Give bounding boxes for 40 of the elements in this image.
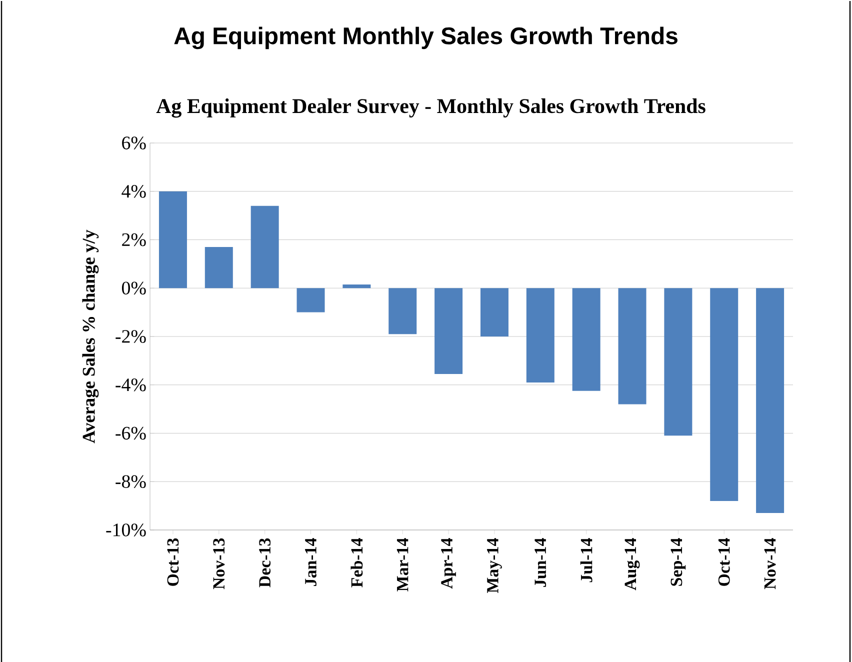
bar — [664, 288, 692, 436]
x-tick-label: Feb-14 — [350, 538, 363, 588]
bar — [296, 288, 325, 312]
x-tick-label: Oct-13 — [167, 538, 179, 586]
x-tick-label: Nov-14 — [764, 538, 776, 590]
bar — [388, 288, 417, 334]
y-tick-label: -10% — [106, 524, 146, 536]
bar — [572, 288, 600, 391]
bar — [756, 288, 784, 514]
y-tick-label: 0% — [122, 282, 146, 295]
x-tick-label: Nov-13 — [213, 538, 225, 590]
x-tick-label: Apr-14 — [441, 538, 456, 589]
y-tick-label: -4% — [116, 378, 146, 392]
x-tick-label: Dec-13 — [259, 538, 271, 588]
x-tick-label: Mar-14 — [396, 538, 408, 592]
y-tick-label: 4% — [122, 184, 146, 198]
x-tick-label: Jan-14 — [305, 538, 316, 586]
x-tick-label: Jul-14 — [580, 538, 592, 582]
bar — [158, 191, 187, 288]
x-tick-label: Jun-14 — [534, 538, 546, 587]
bar — [342, 284, 371, 288]
y-tick-label: 6% — [122, 136, 146, 150]
bar — [204, 246, 233, 288]
bar — [618, 288, 646, 404]
bar — [526, 288, 554, 382]
x-tick-label: May-14 — [487, 538, 502, 593]
x-tick-label: Oct-14 — [718, 538, 730, 586]
y-axis-title: Average Sales % change y/y — [82, 230, 99, 444]
x-tick-label: Aug-14 — [624, 538, 640, 590]
bar — [250, 206, 279, 288]
chart-subtitle: Ag Equipment Dealer Survey - Monthly Sales Growth Trends — [156, 98, 706, 118]
x-tick-label: Sep-14 — [670, 538, 686, 586]
chart-title: Ag Equipment Monthly Sales Growth Trends — [174, 26, 678, 50]
bar — [480, 288, 508, 336]
y-tick-label: -6% — [116, 426, 146, 440]
y-tick-label: 2% — [122, 233, 146, 246]
y-tick-label: -2% — [116, 330, 146, 343]
y-tick-label: -8% — [116, 475, 146, 488]
bar — [710, 288, 738, 501]
bar — [434, 288, 463, 374]
